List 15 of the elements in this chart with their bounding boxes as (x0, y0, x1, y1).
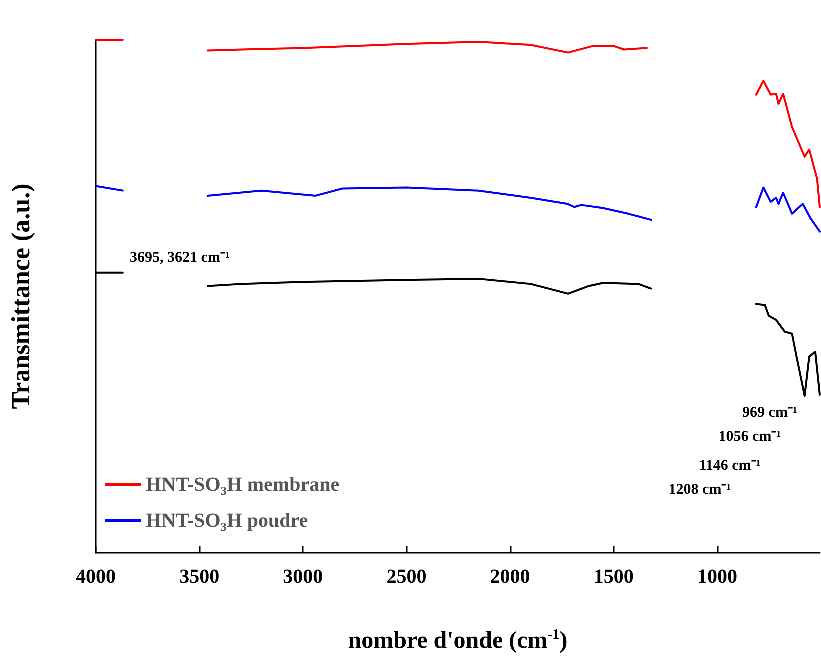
x-tick-label: 4000 (76, 566, 116, 588)
x-tick-label: 1000 (697, 566, 738, 588)
x-tick-label: 3500 (180, 566, 220, 588)
x-tick-label: 2000 (490, 566, 530, 588)
annotation: 1146 cm⁻¹ (699, 458, 761, 474)
x-tick-label: 1500 (594, 566, 634, 588)
annotation: 1056 cm⁻¹ (718, 429, 782, 445)
annotation: 3695, 3621 cm⁻¹ (130, 250, 230, 266)
y-axis-title: Transmittance (a.u.) (6, 184, 36, 410)
legend-label: HNT-SO₃H poudre (146, 510, 308, 532)
annotation: 969 cm⁻¹ (742, 405, 798, 421)
annotation: 1208 cm⁻¹ (668, 482, 732, 498)
legend-label: HNT-SO₃H membrane (146, 474, 340, 496)
x-tick-label: 2500 (386, 566, 427, 588)
x-tick-label: 3000 (283, 566, 324, 588)
